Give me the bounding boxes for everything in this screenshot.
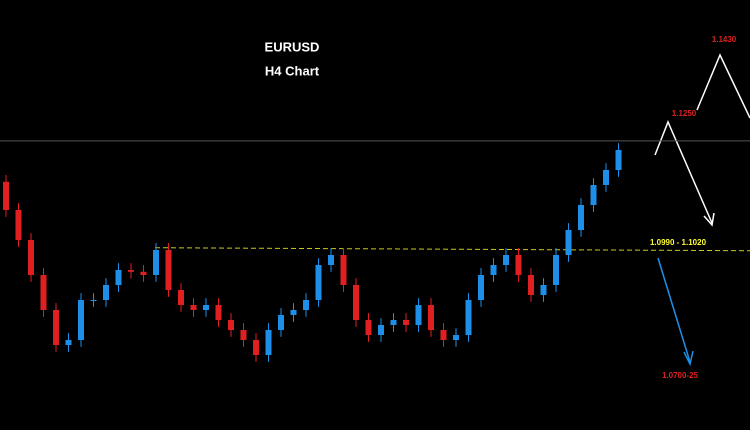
- candle-body: [353, 285, 359, 320]
- candle-body: [515, 255, 522, 275]
- candle-body: [215, 305, 222, 320]
- candle-body: [453, 335, 459, 340]
- candle-body: [128, 270, 134, 272]
- candle-body: [40, 275, 47, 310]
- candle-body: [265, 330, 272, 355]
- candle-body: [28, 240, 34, 275]
- candle-body: [428, 305, 434, 330]
- candle-body: [178, 290, 184, 305]
- candle-body: [90, 300, 97, 301]
- candle-body: [315, 265, 322, 300]
- arrow-head: [703, 212, 715, 227]
- support-line: [154, 247, 750, 252]
- candle-body: [440, 330, 447, 340]
- candle-body: [478, 275, 484, 300]
- annotation: 1.1430: [712, 35, 737, 44]
- candle-body: [565, 230, 572, 255]
- candle-body: [278, 315, 284, 330]
- annotation: 1.0700-25: [662, 371, 699, 380]
- projection-path: [654, 120, 713, 224]
- candle-body: [253, 340, 259, 355]
- candle-body: [103, 285, 109, 300]
- candle-body: [490, 265, 497, 275]
- annotation: 1.0990 - 1.1020: [650, 238, 707, 247]
- candle-body: [115, 270, 122, 285]
- candle-body: [53, 310, 59, 345]
- candle-body: [290, 310, 297, 315]
- chart-title: EURUSD: [265, 39, 320, 54]
- candle-body: [365, 320, 372, 335]
- projection-arrow: [657, 257, 691, 363]
- candle-body: [528, 275, 534, 295]
- candle-body: [540, 285, 547, 295]
- candle-body: [153, 250, 159, 275]
- candle-body: [203, 305, 209, 310]
- candle-body: [390, 320, 397, 325]
- candle-body: [15, 210, 22, 240]
- projection-path: [696, 53, 750, 119]
- candle-body: [465, 300, 472, 335]
- candle-body: [240, 330, 247, 340]
- candle-body: [65, 340, 72, 345]
- candle-body: [553, 255, 559, 285]
- candle-body: [415, 305, 422, 325]
- candle-body: [190, 305, 197, 310]
- candle-body: [328, 255, 334, 265]
- candle-body: [228, 320, 234, 330]
- candle-body: [140, 271, 147, 275]
- arrow-head: [683, 350, 694, 367]
- candle-body: [3, 181, 9, 210]
- candle-body: [78, 300, 84, 340]
- candle-body: [578, 205, 584, 230]
- candle-body: [378, 325, 384, 335]
- annotation: 1.1250: [672, 109, 697, 118]
- candle-body: [303, 300, 309, 310]
- candle-body: [165, 250, 172, 290]
- candle-body: [340, 255, 347, 285]
- candle-body: [590, 185, 597, 205]
- candle-body: [403, 320, 409, 325]
- candle-body: [615, 150, 622, 170]
- candle-body: [603, 170, 609, 185]
- candle-body: [503, 255, 509, 265]
- chart-subtitle: H4 Chart: [265, 63, 320, 78]
